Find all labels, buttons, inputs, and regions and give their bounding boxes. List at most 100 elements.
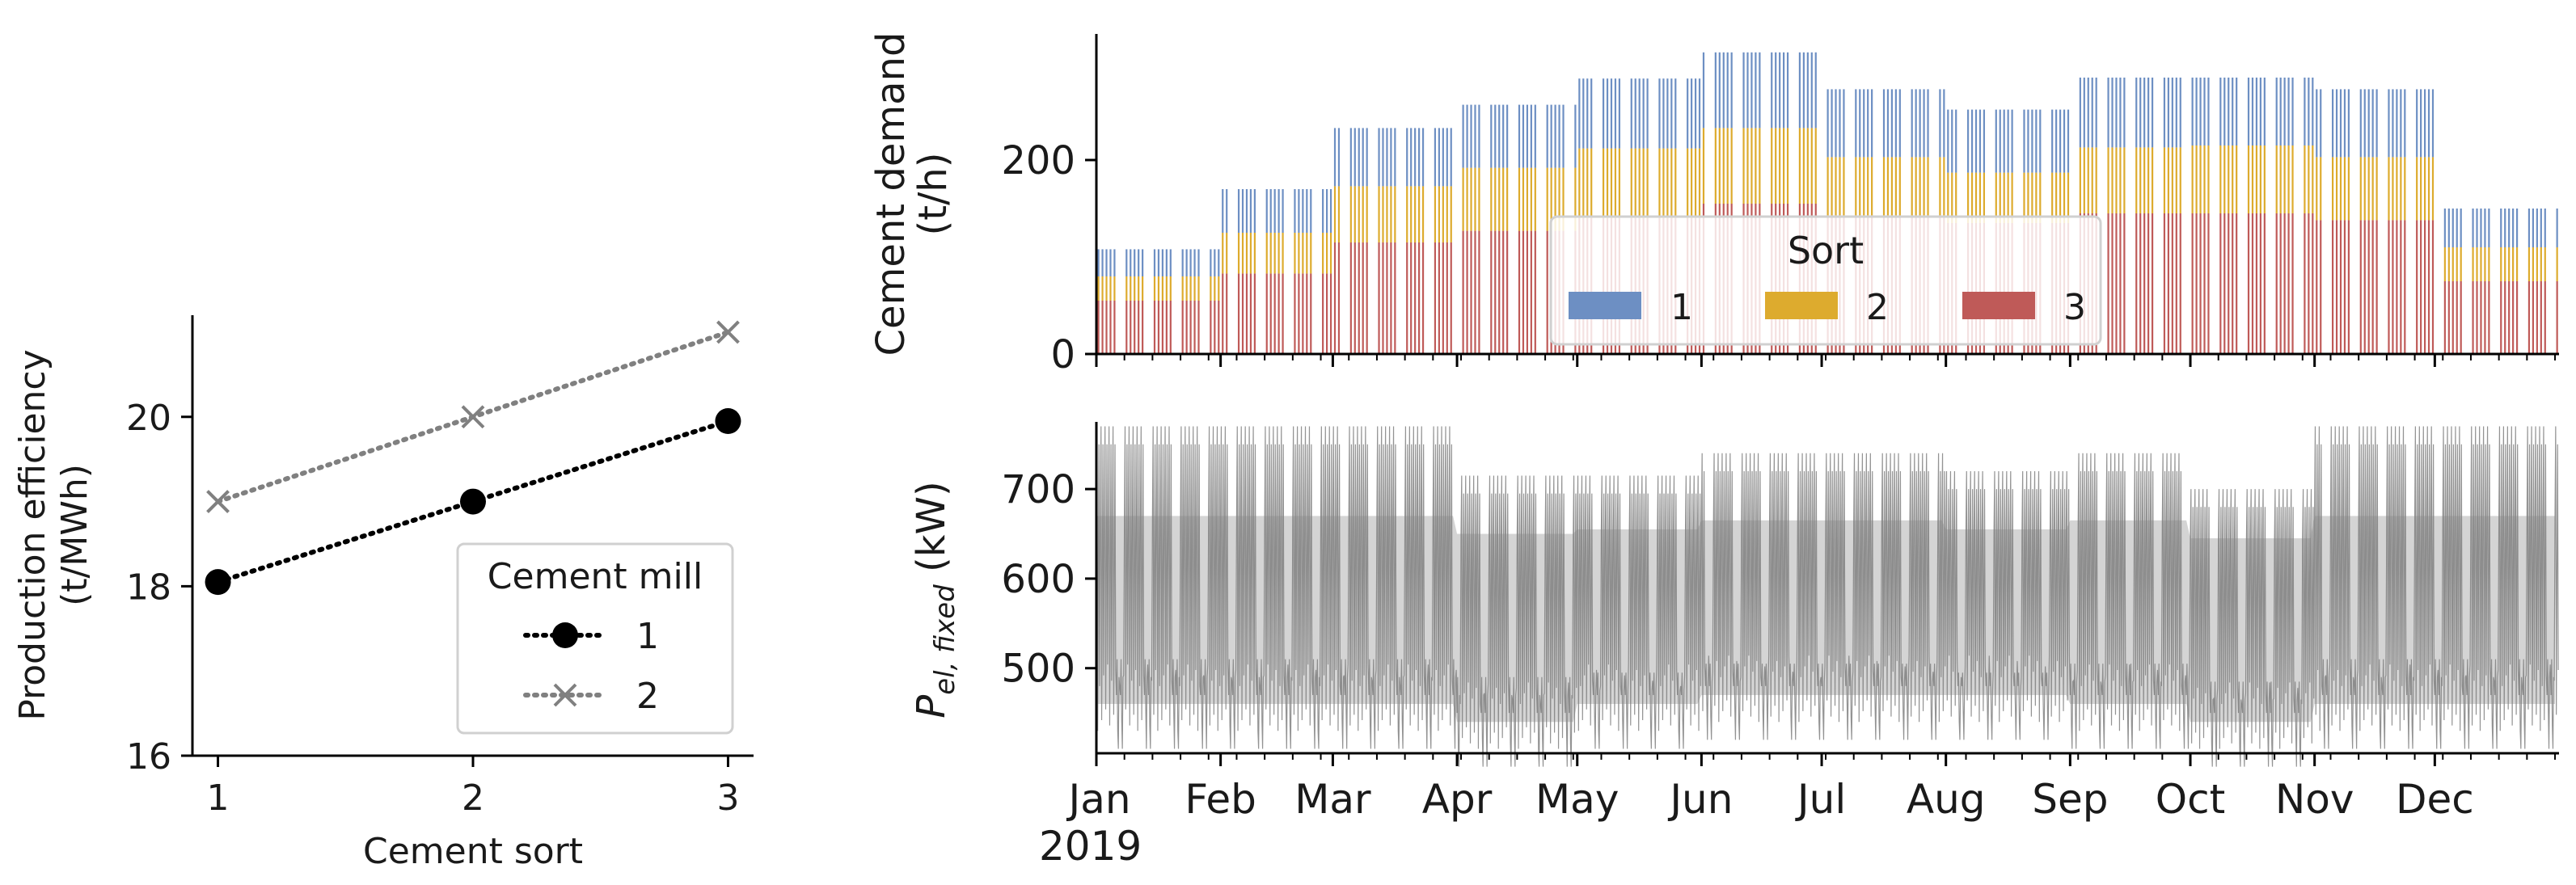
demand-bar-sort-3 — [2392, 220, 2394, 354]
demand-bar-sort-1 — [1417, 128, 1421, 187]
demand-bar-sort-3 — [1310, 273, 1312, 354]
demand-bar-sort-1 — [2447, 209, 2450, 247]
demand-bar-sort-1 — [1562, 104, 1565, 168]
demand-bar-sort-2 — [1130, 276, 1132, 301]
demand-bar-sort-1 — [1814, 52, 1817, 129]
demand-bar-sort-2 — [1558, 167, 1560, 231]
demand-bar-sort-1 — [2167, 78, 2169, 148]
demand-bar-sort-2 — [1253, 233, 1256, 274]
demand-bar-sort-1 — [1466, 104, 1468, 168]
demand-bar-sort-3 — [2304, 213, 2306, 354]
demand-bar-sort-1 — [1882, 89, 1886, 158]
demand-bar-sort-3 — [1546, 230, 1548, 354]
demand-bar-sort-1 — [1165, 249, 1168, 276]
demand-bar-sort-1 — [1554, 104, 1556, 168]
demand-bar-sort-1 — [1353, 128, 1356, 187]
demand-bar-sort-1 — [1249, 189, 1252, 233]
demand-bar-sort-1 — [1951, 109, 1953, 173]
demand-bar-sort-1 — [2067, 109, 2070, 173]
demand-bar-sort-1 — [2055, 109, 2058, 173]
efficiency-legend-title: Cement mill — [488, 556, 703, 597]
demand-bar-sort-1 — [1382, 128, 1384, 187]
demand-bar-sort-3 — [1265, 273, 1268, 354]
demand-bar-sort-1 — [1919, 89, 1921, 158]
demand-bar-sort-2 — [2175, 147, 2177, 213]
demand-bar-sort-1 — [1169, 249, 1172, 276]
demand-bar-sort-2 — [2427, 157, 2430, 221]
demand-bar-sort-2 — [2460, 247, 2462, 281]
demand-bar-sort-2 — [2540, 247, 2542, 281]
demand-bar-sort-1 — [1947, 109, 1949, 173]
demand-bar-sort-1 — [2339, 89, 2342, 158]
demand-bar-sort-2 — [2287, 145, 2290, 213]
demand-bar-sort-3 — [1273, 273, 1276, 354]
demand-bar-sort-2 — [2367, 157, 2370, 221]
demand-bar-sort-2 — [1322, 233, 1324, 274]
demand-bar-sort-1 — [1642, 78, 1645, 149]
demand-bar-sort-1 — [1726, 52, 1729, 129]
demand-bar-sort-1 — [2443, 209, 2446, 247]
demand-bar-sort-3 — [1474, 230, 1476, 354]
demand-bar-sort-1 — [2115, 78, 2118, 148]
demand-bar-sort-1 — [1189, 249, 1192, 276]
demand-bar-sort-3 — [1358, 242, 1360, 354]
demand-bar-sort-2 — [1434, 186, 1437, 242]
demand-bar-sort-1 — [1610, 78, 1613, 149]
demand-bar-sort-1 — [1478, 104, 1480, 168]
demand-bar-sort-1 — [1927, 89, 1929, 158]
demand-bar-sort-1 — [2087, 78, 2089, 148]
demand-bar-sort-2 — [1871, 157, 1873, 216]
demand-bar-sort-1 — [2199, 78, 2202, 145]
efficiency-y-tick-label: 16 — [126, 736, 171, 778]
demand-bar-sort-1 — [1546, 104, 1548, 168]
efficiency-point-mill-2 — [461, 405, 485, 429]
demand-bar-sort-1 — [1614, 78, 1617, 149]
demand-bar-sort-1 — [1446, 128, 1448, 187]
demand-bar-sort-2 — [2035, 172, 2038, 223]
demand-bar-sort-2 — [1442, 186, 1444, 242]
demand-bar-sort-2 — [2320, 157, 2322, 221]
demand-bar-sort-2 — [2031, 172, 2033, 223]
demand-bar-sort-1 — [1718, 52, 1721, 129]
demand-bar-sort-2 — [2219, 145, 2222, 213]
demand-bar-sort-1 — [1658, 78, 1661, 149]
demand-bar-sort-2 — [1674, 148, 1677, 218]
demand-bar-sort-2 — [1478, 167, 1480, 231]
demand-bar-sort-3 — [1506, 230, 1509, 354]
demand-bar-sort-1 — [1214, 249, 1216, 276]
demand-bar-sort-1 — [1826, 89, 1829, 158]
demand-bar-sort-1 — [1574, 104, 1577, 168]
demand-bar-sort-2 — [1746, 128, 1749, 204]
demand-bar-sort-1 — [1530, 104, 1532, 168]
demand-bar-sort-2 — [2316, 157, 2318, 221]
demand-bar-sort-3 — [1450, 242, 1452, 354]
demand-bar-sort-2 — [1882, 157, 1886, 216]
demand-bar-sort-1 — [2232, 78, 2234, 145]
demand-bar-sort-3 — [2263, 213, 2266, 354]
demand-bar-sort-1 — [2312, 78, 2314, 145]
demand-bar-sort-2 — [1421, 186, 1425, 242]
demand-bar-sort-3 — [2484, 281, 2486, 354]
demand-bar-sort-1 — [1670, 78, 1673, 149]
demand-bar-sort-1 — [1810, 52, 1813, 129]
demand-bar-sort-2 — [1890, 157, 1894, 216]
demand-bar-sort-2 — [1759, 128, 1761, 204]
demand-bar-sort-3 — [2312, 213, 2314, 354]
demand-bar-sort-1 — [2023, 109, 2025, 173]
demand-bar-sort-3 — [2139, 213, 2142, 354]
demand-bar-sort-2 — [1362, 186, 1364, 242]
demand-bar-sort-2 — [1165, 276, 1168, 301]
demand-bar-sort-2 — [1642, 148, 1645, 218]
demand-bar-sort-3 — [2456, 281, 2458, 354]
demand-bar-sort-1 — [2420, 89, 2422, 158]
demand-bar-sort-2 — [1109, 276, 1112, 301]
demand-bar-sort-3 — [2508, 281, 2511, 354]
demand-bar-sort-1 — [1722, 52, 1725, 129]
demand-bar-sort-3 — [2532, 281, 2535, 354]
demand-bar-sort-1 — [1306, 189, 1308, 233]
demand-bar-sort-2 — [2059, 172, 2062, 223]
demand-bar-sort-3 — [2316, 220, 2318, 354]
demand-y-label-line1: Cement demand — [868, 32, 914, 356]
efficiency-chart: 1 2 3 16 18 20 Cement sort Production efficie… — [12, 315, 754, 872]
demand-bar-sort-2 — [2115, 147, 2118, 213]
